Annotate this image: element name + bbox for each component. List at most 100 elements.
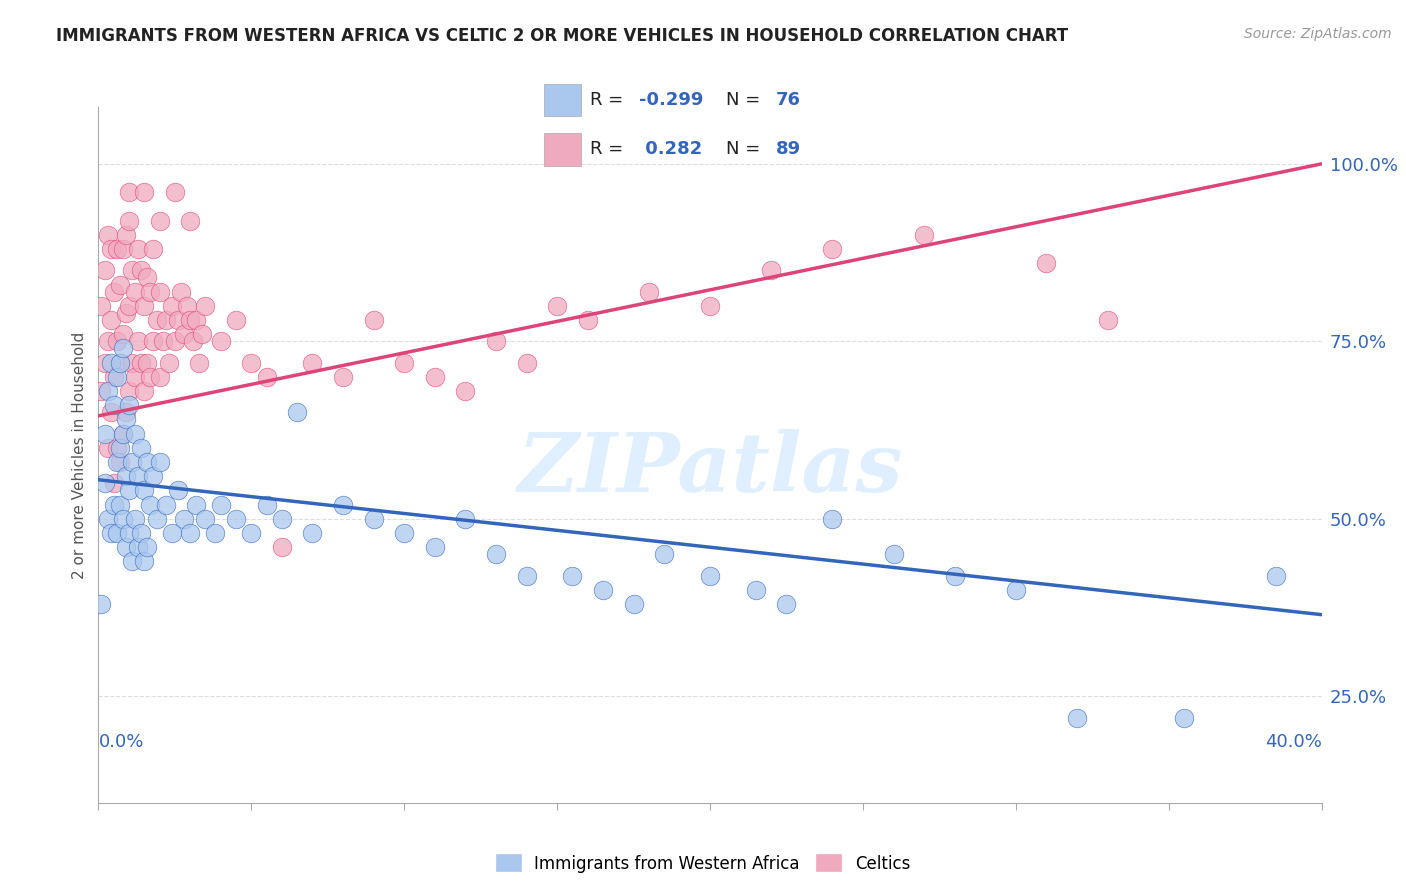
Point (623, 597, 645, 611)
Point (136, 270, 159, 285)
Point (423, 540, 446, 554)
Point (103, 476, 125, 491)
Point (124, 369, 146, 384)
Point (142, 242, 165, 256)
Point (1004, 582, 1026, 597)
Bar (544, 84, 581, 116)
Point (127, 242, 149, 256)
Point (1097, 313, 1119, 327)
Point (111, 342, 134, 356)
Point (149, 455, 172, 469)
Point (108, 455, 131, 469)
Point (139, 369, 162, 384)
Text: 40.0%: 40.0% (1265, 733, 1322, 751)
Point (561, 568, 583, 582)
Point (129, 356, 152, 370)
Point (127, 540, 149, 554)
Point (93, 426, 115, 441)
Point (115, 469, 138, 483)
Point (118, 213, 141, 227)
Point (516, 356, 538, 370)
Point (90, 597, 112, 611)
Text: -0.299: -0.299 (640, 91, 704, 109)
Point (240, 526, 263, 541)
Point (485, 334, 508, 349)
Text: 0.0%: 0.0% (98, 733, 143, 751)
Point (97, 227, 120, 242)
Point (179, 213, 201, 227)
Point (136, 356, 159, 370)
Point (821, 242, 844, 256)
Legend: Immigrants from Western Africa, Celtics: Immigrants from Western Africa, Celtics (489, 847, 917, 880)
Point (155, 498, 177, 512)
Point (186, 498, 208, 512)
Point (699, 568, 721, 582)
Point (173, 512, 195, 526)
Point (145, 313, 167, 327)
Point (332, 369, 354, 384)
Point (194, 299, 217, 313)
Point (100, 242, 122, 256)
Point (115, 405, 138, 419)
Point (124, 426, 146, 441)
Point (90, 299, 112, 313)
Point (142, 469, 165, 483)
Point (160, 299, 183, 313)
Point (170, 285, 193, 299)
Point (97, 512, 120, 526)
Point (111, 426, 134, 441)
Point (485, 547, 508, 561)
Point (912, 227, 935, 242)
Point (136, 540, 159, 554)
Point (111, 327, 134, 342)
Point (97, 441, 120, 455)
Point (363, 512, 385, 526)
Point (134, 186, 156, 200)
Point (97, 334, 120, 349)
Point (103, 285, 125, 299)
Point (134, 299, 156, 313)
Point (111, 512, 134, 526)
Point (194, 512, 217, 526)
Point (93, 476, 115, 491)
Point (100, 313, 122, 327)
Point (943, 568, 966, 582)
Point (108, 498, 131, 512)
Point (124, 512, 146, 526)
Point (285, 405, 308, 419)
Point (699, 299, 721, 313)
Point (108, 356, 131, 370)
Point (115, 306, 138, 320)
Point (157, 356, 180, 370)
Point (134, 554, 156, 568)
Point (90, 384, 112, 398)
Point (240, 356, 263, 370)
Point (129, 526, 152, 541)
Point (93, 263, 115, 277)
Point (160, 526, 183, 541)
Point (256, 498, 278, 512)
Point (225, 512, 247, 526)
Text: Source: ZipAtlas.com: Source: ZipAtlas.com (1244, 27, 1392, 41)
Point (821, 512, 844, 526)
Point (145, 512, 167, 526)
Point (149, 285, 172, 299)
Point (118, 526, 141, 541)
Text: 76: 76 (776, 91, 800, 109)
Point (100, 356, 122, 370)
Point (97, 384, 120, 398)
Point (121, 356, 143, 370)
Point (225, 313, 247, 327)
Point (163, 186, 186, 200)
Point (152, 334, 174, 349)
Point (108, 356, 131, 370)
Text: N =: N = (725, 91, 766, 109)
Point (134, 483, 156, 498)
Point (118, 398, 141, 412)
Point (423, 369, 446, 384)
Point (1264, 568, 1286, 582)
Point (149, 369, 172, 384)
Point (155, 313, 177, 327)
Point (134, 384, 156, 398)
Point (115, 412, 138, 426)
